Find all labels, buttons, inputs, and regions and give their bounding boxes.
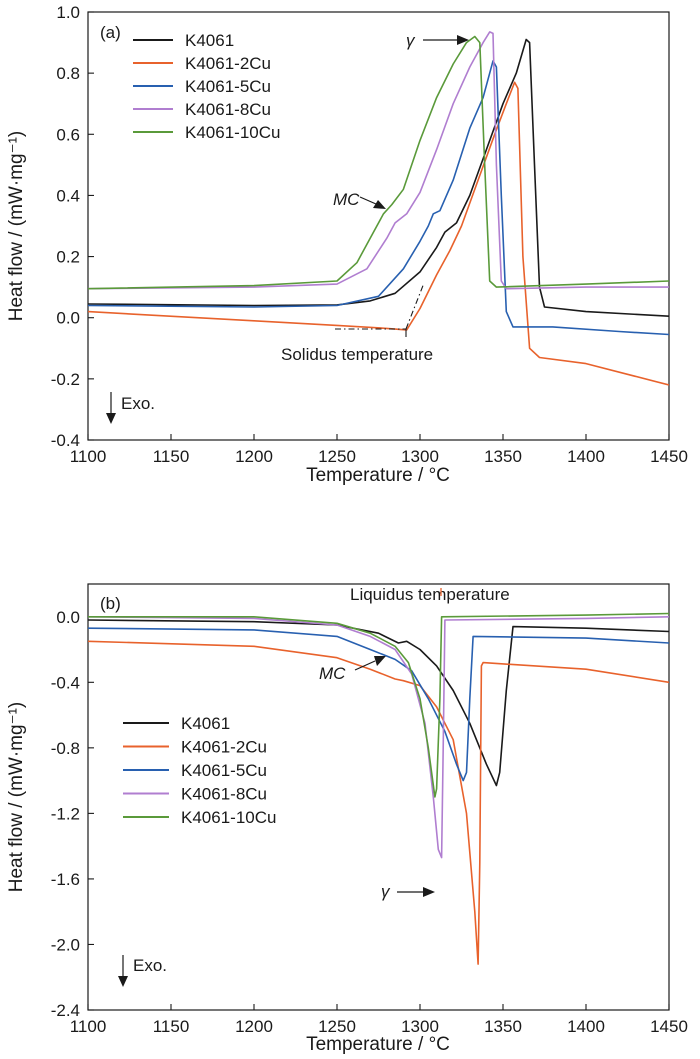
panel-b-x-tick-label: 1400 <box>567 1017 605 1036</box>
panel-a-series-line-k4061-10cu <box>88 35 669 290</box>
panel-b-x-tick-label: 1100 <box>70 1017 107 1036</box>
panel-b-y-tick-label: -1.2 <box>51 804 80 823</box>
panel-b-series <box>88 612 669 965</box>
panel-a-x-tick-label: 1250 <box>318 447 356 466</box>
panel-b-series-line-k4061 <box>88 619 669 787</box>
panel-b-legend-label: K4061 <box>181 714 230 733</box>
panel-b-gamma-annotation: γ <box>381 882 391 901</box>
panel-b-ticks: 1100 1150 1200 1250 1300 1350 1400 1450 -2.4 -2.0… <box>51 608 688 1036</box>
panel-a-legend-label: K4061-2Cu <box>185 54 271 73</box>
panel-a-legend-label: K4061-8Cu <box>185 100 271 119</box>
panel-a-x-tick-label: 1150 <box>153 447 190 466</box>
panel-a-x-tick-label: 1200 <box>235 447 273 466</box>
panel-b-x-tick-label: 1350 <box>484 1017 522 1036</box>
panel-a-y-tick-label: 0.6 <box>56 125 80 144</box>
panel-a-ticks: 1100 1150 1200 1250 1300 1350 1400 1450 -0.4 -0.2… <box>51 3 688 466</box>
panel-a-y-axis-title: Heat flow / (mW·mg⁻¹) <box>6 131 27 322</box>
panel-b-exo-arrowhead <box>118 976 128 987</box>
panel-b-x-tick-label: 1300 <box>401 1017 439 1036</box>
panel-b-legend-label: K4061-8Cu <box>181 785 267 804</box>
panel-b-y-tick-label: -1.6 <box>51 870 80 889</box>
panel-b-series-line-k4061-10cu <box>88 612 669 798</box>
panel-a-y-tick-label: 0.2 <box>56 248 80 267</box>
panel-a-y-tick-label: 0.4 <box>56 186 80 205</box>
panel-a-x-tick-label: 1350 <box>484 447 522 466</box>
panel-b-x-tick-label: 1200 <box>235 1017 273 1036</box>
panel-b-y-tick-label: -0.4 <box>51 673 80 692</box>
panel-b-x-axis-title: Temperature / °C <box>306 1034 450 1055</box>
panel-b-legend: K4061 K4061-2Cu K4061-5Cu K4061-8Cu K4061-10… <box>123 714 276 827</box>
panel-b-y-tick-label: -0.8 <box>51 739 80 758</box>
panel-b-gamma-arrowhead <box>423 887 435 897</box>
panel-a-solidus-tangent <box>405 282 425 330</box>
panel-b-y-tick-label: -2.0 <box>51 935 80 954</box>
panel-b-legend-label: K4061-10Cu <box>181 808 276 827</box>
panel-a-y-tick-label: 0.0 <box>56 309 80 328</box>
panel-a-series-line-k4061 <box>88 38 669 317</box>
panel-a-mc-annotation: MC <box>333 190 360 209</box>
panel-a-series-line-k4061-2cu <box>88 81 669 386</box>
panel-b-liquidus-label: Liquidus temperature <box>350 585 510 604</box>
panel-a-label: (a) <box>100 23 121 42</box>
panel-b-legend-label: K4061-2Cu <box>181 738 267 757</box>
panel-a-x-tick-label: 1400 <box>567 447 605 466</box>
panel-a-x-tick-label: 1450 <box>650 447 688 466</box>
panel-a-legend-label: K4061-5Cu <box>185 77 271 96</box>
panel-a-gamma-arrowhead <box>457 35 469 45</box>
panel-b-mc-arrowhead <box>374 656 386 666</box>
panel-b-mc-annotation: MC <box>319 664 346 683</box>
panel-a-y-tick-label: -0.2 <box>51 370 80 389</box>
panel-b-x-tick-label: 1250 <box>318 1017 356 1036</box>
panel-a-series-line-k4061-8cu <box>88 31 669 290</box>
panel-a-legend-label: K4061 <box>185 31 234 50</box>
panel-a: 1100 1150 1200 1250 1300 1350 1400 1450 -0.4 -0.2… <box>6 3 688 486</box>
panel-a-x-tick-label: 1300 <box>401 447 439 466</box>
panel-a-series <box>88 31 669 386</box>
panel-a-gamma-annotation: γ <box>406 31 416 50</box>
panel-b-y-axis-title: Heat flow / (mW·mg⁻¹) <box>6 702 27 893</box>
panel-b-exo-label: Exo. <box>133 956 167 975</box>
panel-b-mc-arrow <box>354 660 376 671</box>
panel-a-mc-arrow <box>359 196 377 205</box>
panel-a-x-tick-label: 1100 <box>70 447 107 466</box>
panel-b-y-tick-label: -2.4 <box>51 1001 80 1020</box>
panel-a-legend: K4061 K4061-2Cu K4061-5Cu K4061-8Cu K4061-10… <box>133 31 280 142</box>
panel-b-y-tick-label: 0.0 <box>56 608 80 627</box>
panel-a-exo-label: Exo. <box>121 394 155 413</box>
panel-a-y-tick-label: 0.8 <box>56 64 80 83</box>
panel-a-frame <box>87 11 670 441</box>
panel-a-legend-label: K4061-10Cu <box>185 123 280 142</box>
panel-b-frame <box>87 583 670 1011</box>
panel-a-x-axis-title: Temperature / °C <box>306 465 450 486</box>
panel-b-series-line-k4061-5cu <box>88 627 669 782</box>
panel-a-solidus-label: Solidus temperature <box>281 345 433 364</box>
panel-a-y-tick-label: -0.4 <box>51 431 80 450</box>
panel-a-series-line-k4061-5cu <box>88 60 669 336</box>
panel-b-label: (b) <box>100 594 121 613</box>
panel-b-series-line-k4061-2cu <box>88 640 669 965</box>
panel-b-legend-label: K4061-5Cu <box>181 761 267 780</box>
panel-b-x-tick-label: 1150 <box>153 1017 190 1036</box>
panel-b-x-tick-label: 1450 <box>650 1017 688 1036</box>
panel-a-mc-arrowhead <box>373 200 386 209</box>
panel-a-y-tick-label: 1.0 <box>56 3 80 22</box>
panel-b: 1100 1150 1200 1250 1300 1350 1400 1450 -2.4 -2.0… <box>6 583 688 1055</box>
panel-a-exo-arrowhead <box>106 413 116 424</box>
